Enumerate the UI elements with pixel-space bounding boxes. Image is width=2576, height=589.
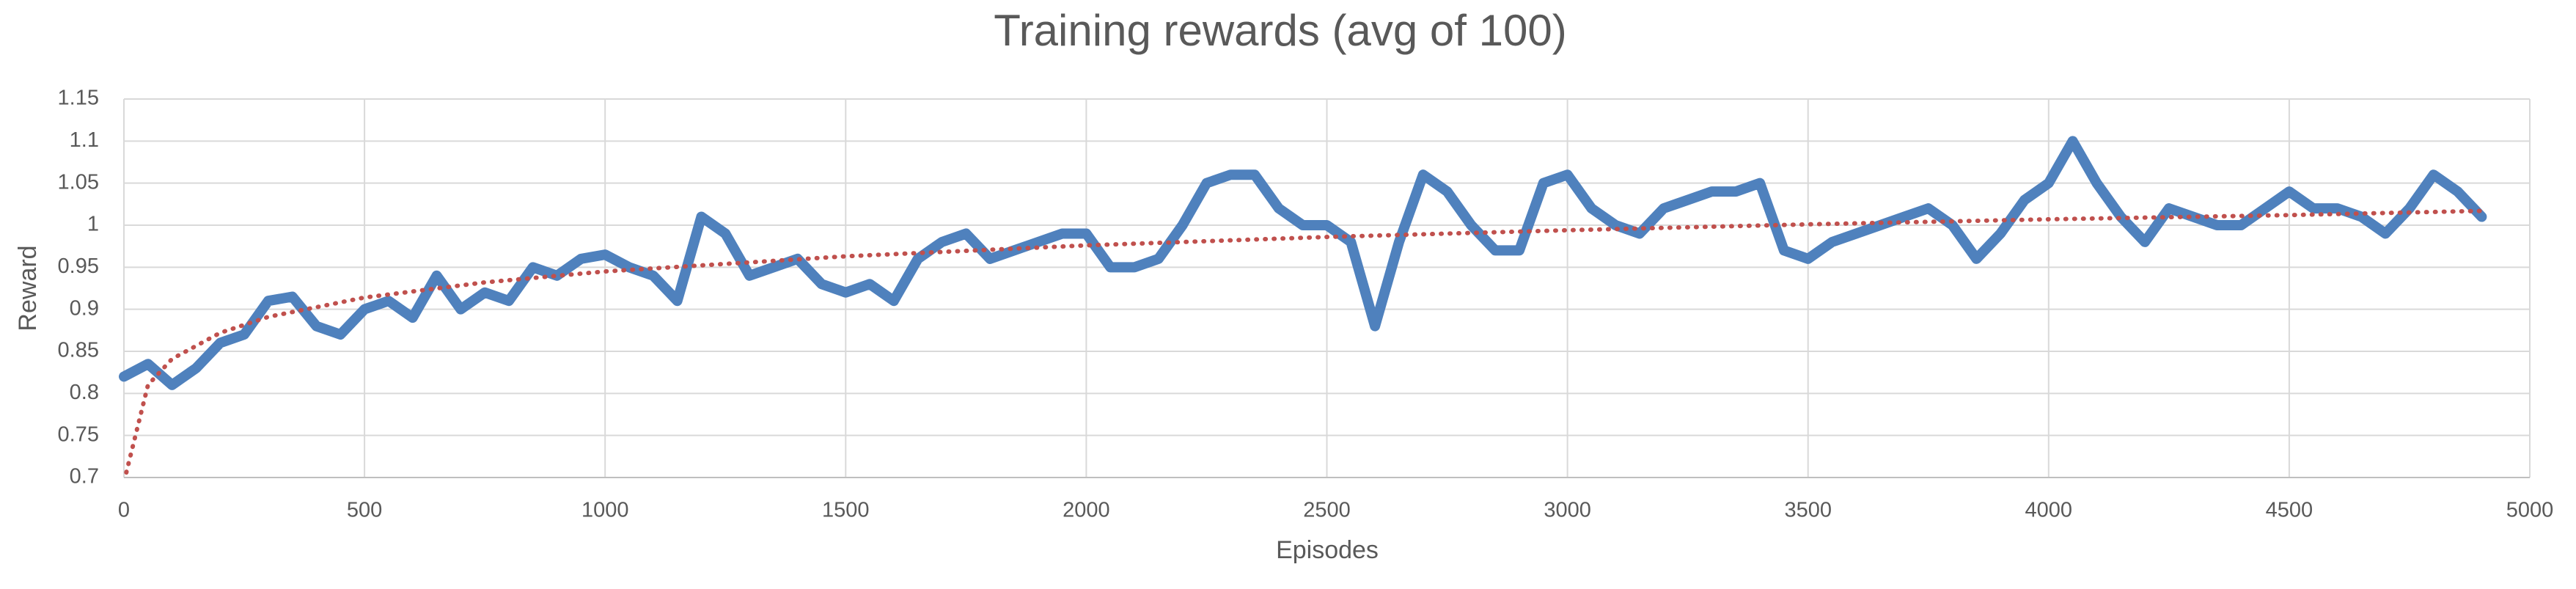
x-tick-label: 0 [118, 499, 130, 522]
y-tick-label: 1 [87, 213, 99, 236]
x-tick-label: 2000 [1063, 499, 1110, 522]
x-tick-label: 3500 [1784, 499, 1832, 522]
y-tick-label: 1.15 [58, 87, 99, 110]
x-tick-label: 4000 [2025, 499, 2073, 522]
x-tick-label: 5000 [2506, 499, 2554, 522]
x-tick-label: 1000 [581, 499, 629, 522]
x-tick-label: 500 [347, 499, 382, 522]
y-tick-label: 0.8 [70, 381, 99, 404]
y-tick-label: 0.7 [70, 465, 99, 489]
x-tick-label: 4500 [2266, 499, 2313, 522]
y-tick-label: 0.85 [58, 339, 99, 362]
data-line [119, 136, 2487, 390]
y-axis-title: Reward [14, 245, 42, 331]
y-tick-label: 0.9 [70, 296, 99, 320]
y-tick-label: 1.05 [58, 170, 99, 194]
x-tick-label: 2500 [1303, 499, 1351, 522]
y-tick-label: 0.75 [58, 422, 99, 446]
x-tick-label: 3000 [1544, 499, 1591, 522]
y-tick-label: 0.95 [58, 255, 99, 278]
x-tick-label: 1500 [822, 499, 870, 522]
y-tick-label: 1.1 [70, 128, 99, 152]
chart-title: Training rewards (avg of 100) [994, 6, 1566, 55]
x-axis-title: Episodes [1276, 536, 1379, 564]
